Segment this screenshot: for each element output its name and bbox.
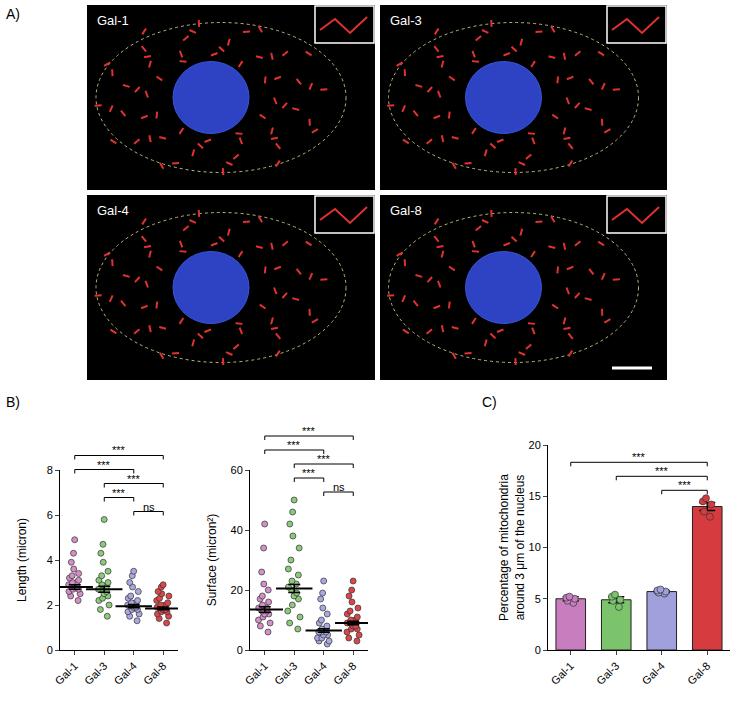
svg-text:Gal-1: Gal-1 [549, 660, 577, 688]
svg-text:0: 0 [237, 644, 243, 656]
svg-text:0: 0 [535, 644, 541, 656]
svg-text:***: *** [112, 487, 126, 499]
svg-text:B): B) [6, 394, 20, 410]
svg-text:60: 60 [231, 464, 243, 476]
svg-text:4: 4 [47, 554, 53, 566]
svg-text:***: *** [97, 459, 111, 471]
svg-text:Percentage of mitochondriaarou: Percentage of mitochondriaaround 3 μm of… [497, 474, 527, 621]
svg-text:15: 15 [529, 490, 541, 502]
svg-text:Gal-3: Gal-3 [390, 13, 422, 28]
svg-text:Gal-1: Gal-1 [97, 13, 129, 28]
svg-text:8: 8 [47, 464, 53, 476]
svg-text:10: 10 [529, 541, 541, 553]
svg-text:Gal-4: Gal-4 [640, 660, 668, 688]
svg-text:Gal-3: Gal-3 [272, 660, 300, 688]
svg-text:***: *** [678, 479, 692, 491]
svg-text:ns: ns [333, 481, 345, 493]
svg-text:Length (micron): Length (micron) [15, 518, 29, 602]
svg-text:Gal-8: Gal-8 [390, 203, 422, 218]
svg-text:Surface (micron²): Surface (micron²) [205, 514, 219, 607]
svg-text:***: *** [302, 425, 316, 437]
svg-text:ns: ns [143, 501, 155, 513]
svg-text:C): C) [482, 394, 497, 410]
svg-text:Gal-1: Gal-1 [53, 660, 81, 688]
svg-text:20: 20 [231, 584, 243, 596]
svg-text:Gal-3: Gal-3 [594, 660, 622, 688]
svg-text:6: 6 [47, 509, 53, 521]
svg-text:Gal-8: Gal-8 [331, 660, 359, 688]
svg-text:Gal-4: Gal-4 [112, 660, 140, 688]
svg-text:***: *** [317, 453, 331, 465]
svg-text:***: *** [632, 451, 646, 463]
svg-text:40: 40 [231, 524, 243, 536]
svg-text:***: *** [287, 439, 301, 451]
svg-text:5: 5 [535, 593, 541, 605]
svg-text:Gal-8: Gal-8 [685, 660, 713, 688]
svg-text:Gal-1: Gal-1 [243, 660, 271, 688]
svg-text:20: 20 [529, 439, 541, 451]
svg-text:***: *** [127, 473, 141, 485]
svg-text:***: *** [112, 444, 126, 456]
svg-text:***: *** [302, 467, 316, 479]
svg-text:2: 2 [47, 599, 53, 611]
svg-text:Gal-3: Gal-3 [82, 660, 110, 688]
svg-text:A): A) [6, 6, 20, 22]
svg-text:Gal-8: Gal-8 [141, 660, 169, 688]
svg-text:***: *** [655, 465, 669, 477]
svg-text:0: 0 [47, 644, 53, 656]
svg-text:Gal-4: Gal-4 [302, 660, 330, 688]
svg-text:Gal-4: Gal-4 [97, 203, 129, 218]
